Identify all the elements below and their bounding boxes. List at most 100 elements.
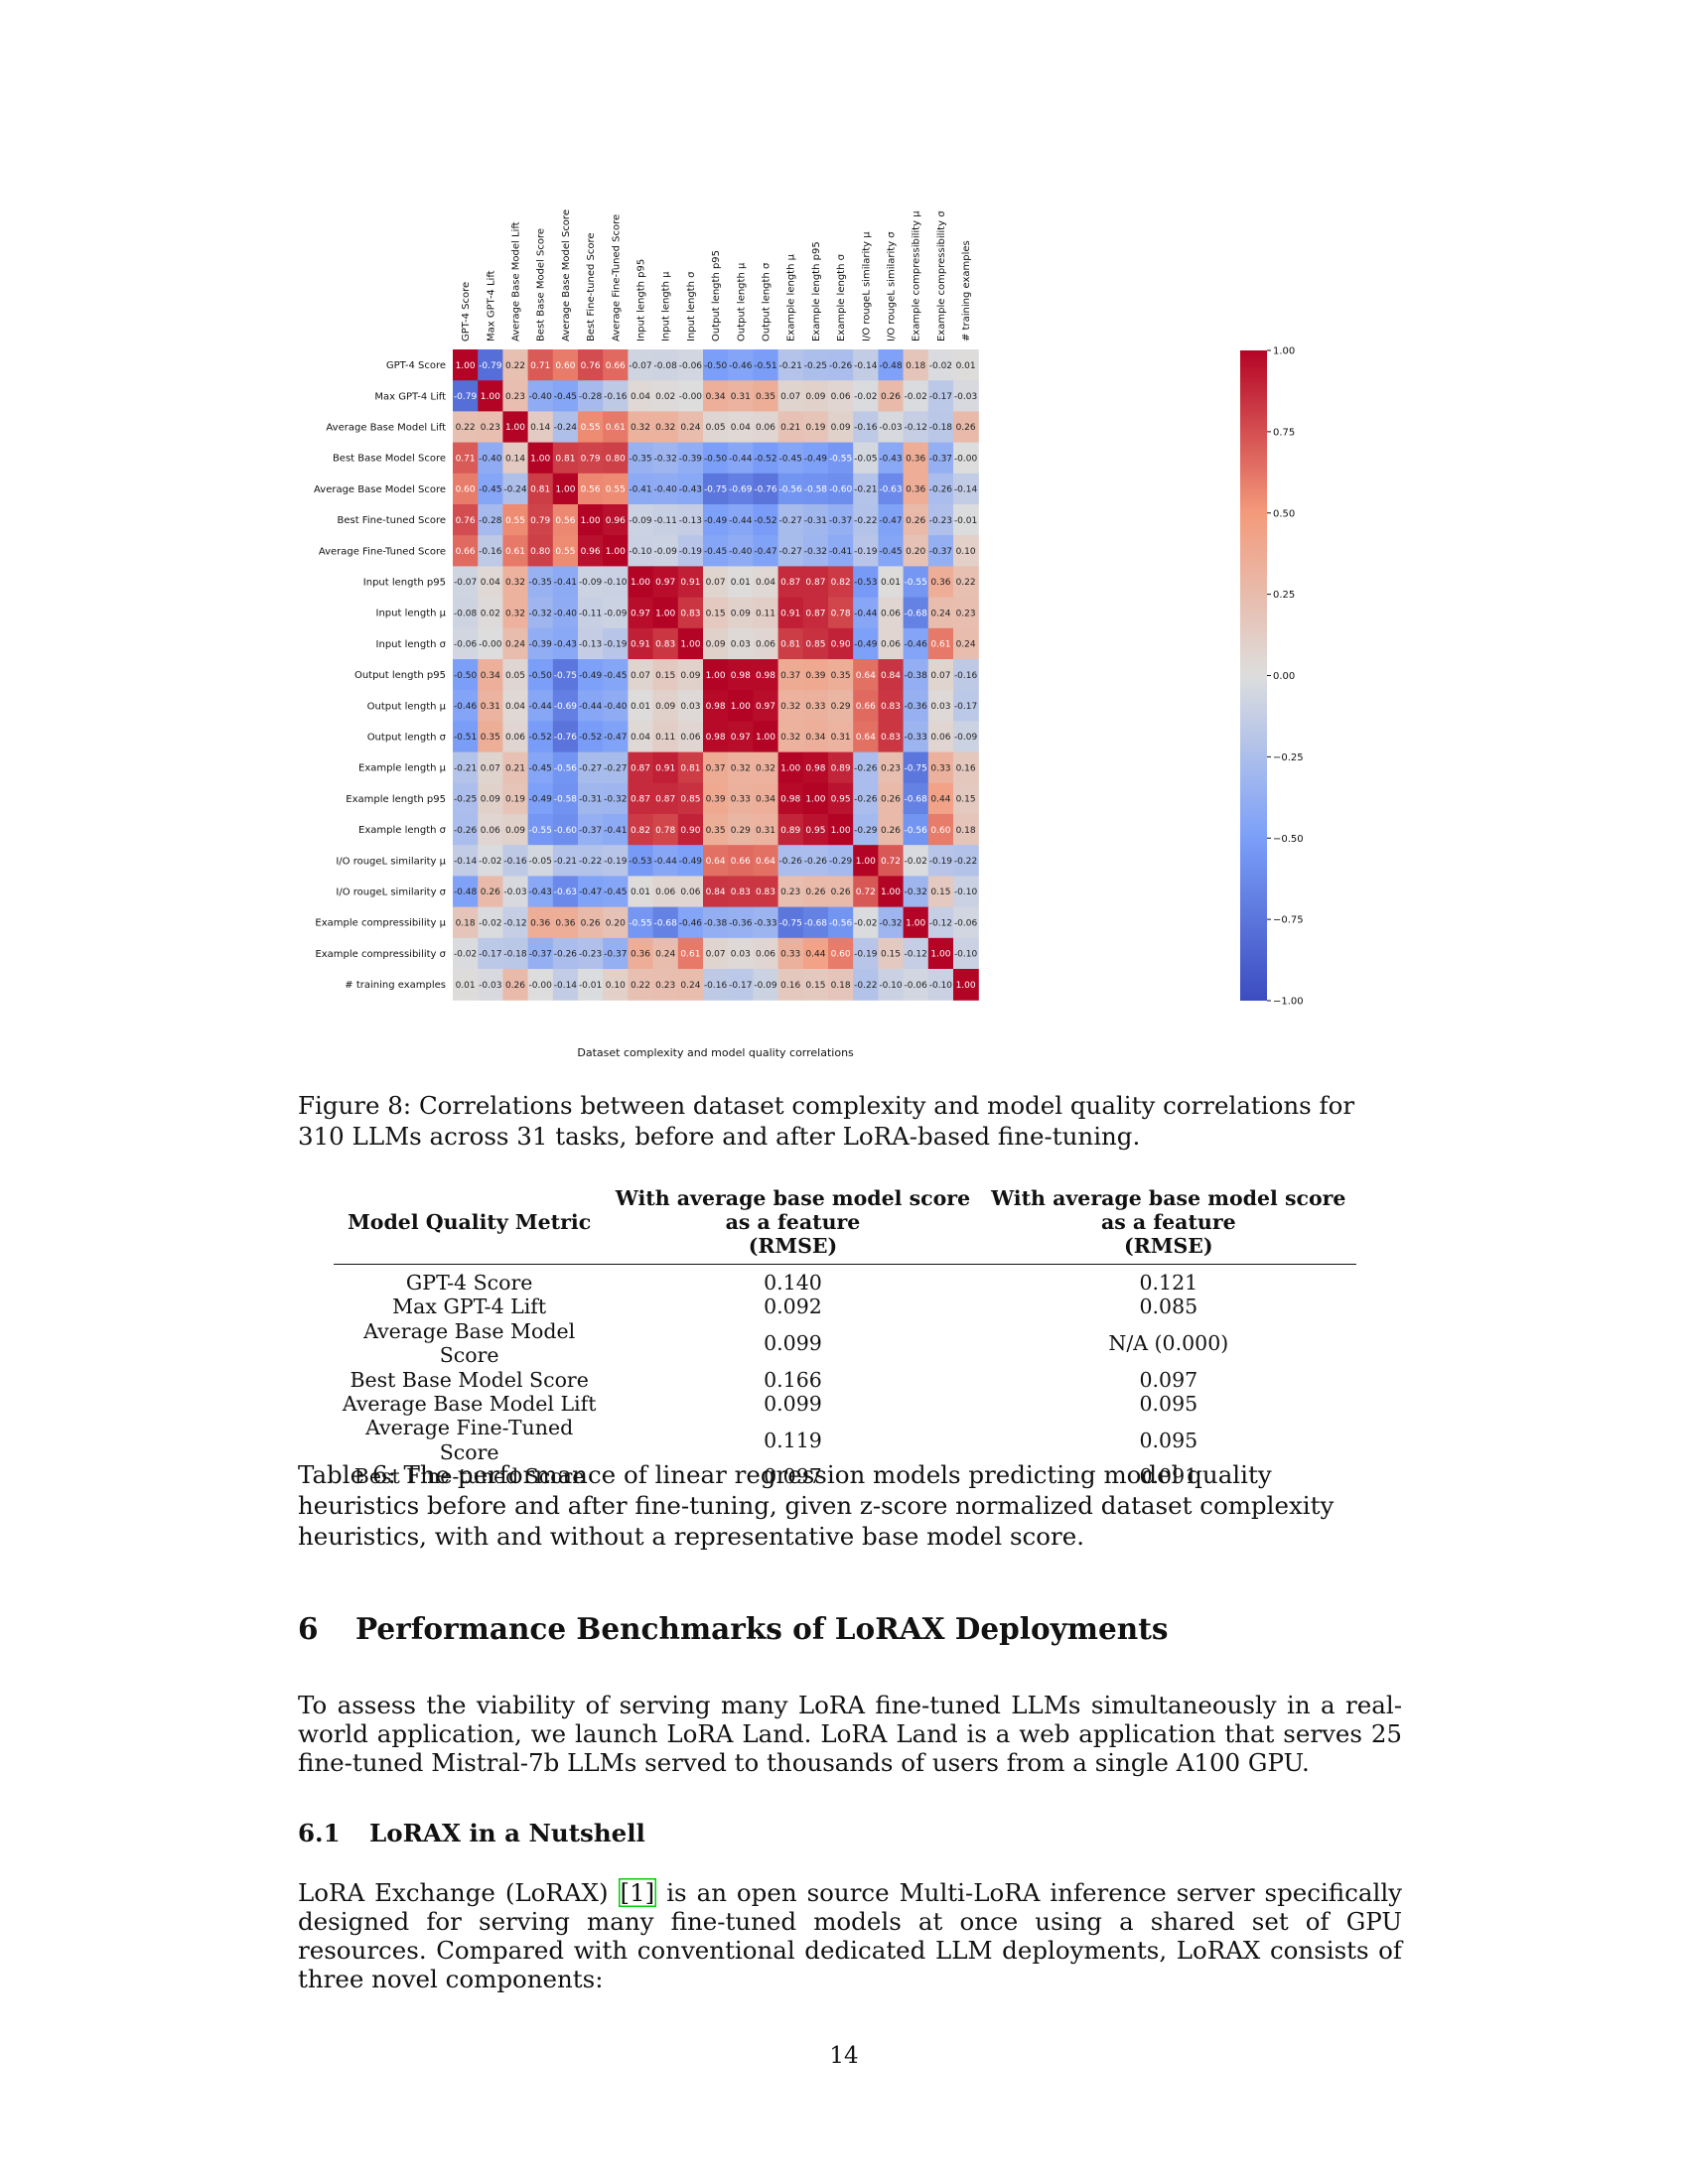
column-label: Input length σ <box>686 271 697 341</box>
citation-link[interactable]: [1] <box>620 1878 655 1907</box>
heatmap-cell <box>552 535 579 567</box>
heatmap-cell <box>953 721 979 753</box>
heatmap-cell <box>903 876 929 908</box>
cell-value-label: 1.00 <box>581 516 601 526</box>
heatmap-cell <box>578 597 604 629</box>
cell-value-label: 0.55 <box>581 423 601 433</box>
cell-value-label: 0.90 <box>831 640 851 650</box>
cell-value-label: -0.17 <box>929 392 952 402</box>
column-label: Max GPT-4 Lift <box>486 270 496 341</box>
cell-value-label: 1.00 <box>881 887 901 897</box>
cell-value-label: -0.69 <box>729 485 753 495</box>
cell-value-label: -0.41 <box>829 547 852 557</box>
correlation-heatmap-figure: 1.00 -0.79 0.22 0.71 0.60 0.76 0.66 -0.07 -0.08-… <box>298 199 1430 1072</box>
row-label: Average Base Model Score <box>314 484 446 495</box>
heatmap-cell <box>578 721 604 753</box>
cell-value-label: -0.02 <box>854 392 877 402</box>
heatmap-cell <box>603 906 629 939</box>
cell-value-label: -0.16 <box>604 392 628 402</box>
heatmap-cell <box>453 937 479 970</box>
heatmap-cell <box>927 876 954 908</box>
cell-value-label: -0.37 <box>604 950 627 960</box>
heatmap-cell <box>677 597 704 629</box>
cell-value-label: 0.18 <box>906 361 925 371</box>
heatmap-cell <box>753 442 779 475</box>
heatmap-cell <box>502 845 529 877</box>
cell-value-label: 0.87 <box>631 763 650 773</box>
cell-value-label: 0.07 <box>706 578 726 588</box>
cell-value-label: -0.12 <box>905 423 927 433</box>
cell-value-label: 0.26 <box>881 795 901 805</box>
heatmap-cell <box>527 504 554 536</box>
heatmap-cell <box>853 876 879 908</box>
heatmap-cell <box>703 721 729 753</box>
cell-value-label: -0.36 <box>729 918 753 928</box>
row-metric: Average Base Model Score <box>363 1318 576 1368</box>
cell-value-label: 0.19 <box>505 795 525 805</box>
header-with-base-score-2: With average base model score as a featu… <box>980 1186 1356 1265</box>
cell-value-label: 0.31 <box>731 392 751 402</box>
cell-value-label: -0.44 <box>529 702 553 712</box>
cell-value-label: -0.22 <box>579 857 602 867</box>
cell-value-label: 0.35 <box>481 733 500 743</box>
heatmap-cell <box>478 721 503 753</box>
cell-value-label: -0.32 <box>804 547 827 557</box>
cell-value-label: 0.35 <box>706 826 726 836</box>
heatmap-cell <box>878 411 905 444</box>
heatmap-cell <box>853 937 879 970</box>
row-col1-value: 0.140 <box>764 1271 822 1295</box>
heatmap-cell <box>828 782 854 815</box>
cell-value-label: -0.40 <box>604 702 628 712</box>
cell-value-label: 0.26 <box>581 918 601 928</box>
heatmap-cell <box>927 411 954 444</box>
cell-value-label: 0.21 <box>505 763 525 773</box>
cell-value-label: 0.36 <box>631 950 650 960</box>
cell-value-label: 0.72 <box>881 857 901 867</box>
cell-value-label: -0.45 <box>879 547 902 557</box>
heatmap-cell <box>603 442 629 475</box>
heatmap-cell <box>603 937 629 970</box>
cell-value-label: 0.06 <box>655 887 675 897</box>
heatmap-cell <box>628 876 654 908</box>
row-col2-value: N/A (0.000) <box>1108 1331 1229 1356</box>
cell-value-label: -0.10 <box>929 981 953 991</box>
heatmap-cell <box>927 659 954 691</box>
cell-value-label: -0.44 <box>579 702 603 712</box>
heatmap-cell <box>953 597 979 629</box>
cell-value-label: -0.44 <box>729 454 753 464</box>
cell-value-label: 0.09 <box>655 702 675 712</box>
cell-value-label: 0.55 <box>606 485 626 495</box>
cell-value-label: -0.47 <box>579 887 602 897</box>
table-row: Best Base Model Score 0.166 0.097 <box>334 1368 1356 1392</box>
cell-value-label: 0.97 <box>631 609 650 618</box>
heatmap-cell <box>502 380 529 412</box>
heatmap-cell <box>578 782 604 815</box>
heatmap-cell <box>603 627 629 660</box>
heatmap-cell <box>502 627 529 660</box>
cell-value-label: 0.37 <box>780 671 800 681</box>
heatmap-cell <box>853 906 879 939</box>
cell-value-label: 0.31 <box>831 733 851 743</box>
cell-value-label: 0.64 <box>756 857 775 867</box>
row-metric: Best Fine-tuned Score <box>353 1464 585 1489</box>
heatmap-cell <box>753 782 779 815</box>
heatmap-cell <box>777 659 804 691</box>
cell-value-label: -0.40 <box>529 392 553 402</box>
heatmap-cell <box>927 535 954 567</box>
cell-value-label: 0.01 <box>631 887 650 897</box>
cell-value-label: 0.04 <box>731 423 751 433</box>
cell-value-label: 1.00 <box>631 578 650 588</box>
cell-value-label: 0.14 <box>505 454 525 464</box>
heatmap-cell <box>677 380 704 412</box>
heatmap-cell <box>478 659 503 691</box>
heatmap-cell <box>527 690 554 722</box>
heatmap-cell <box>777 969 804 1001</box>
cell-value-label: -0.58 <box>554 795 578 805</box>
cell-value-label: 0.56 <box>581 485 601 495</box>
colorbar-tick-label: −0.75 <box>1273 915 1304 926</box>
heatmap-cell <box>652 969 679 1001</box>
heatmap-cell <box>903 721 929 753</box>
cell-value-label: 0.78 <box>655 826 675 836</box>
cell-value-label: -0.08 <box>654 361 678 371</box>
heatmap-cell <box>777 566 804 599</box>
